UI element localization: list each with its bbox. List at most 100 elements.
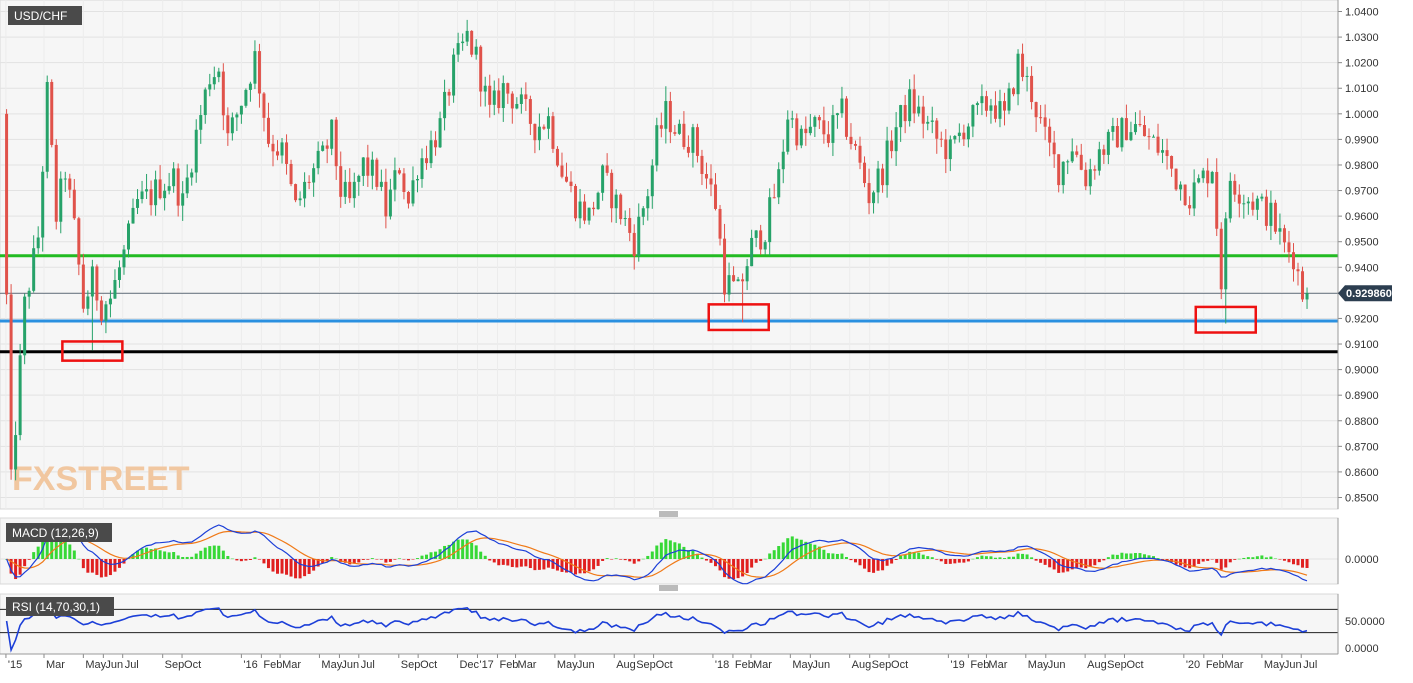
candle[interactable]: [54, 139, 58, 230]
candle[interactable]: [456, 32, 460, 62]
candle[interactable]: [1034, 101, 1038, 133]
candle[interactable]: [163, 183, 167, 211]
candle[interactable]: [510, 91, 514, 124]
candle[interactable]: [379, 169, 383, 192]
candle[interactable]: [863, 156, 867, 188]
candle[interactable]: [59, 171, 63, 234]
candle[interactable]: [777, 162, 781, 205]
candle[interactable]: [406, 191, 410, 209]
candle[interactable]: [1111, 117, 1115, 141]
candle[interactable]: [817, 114, 821, 130]
candle[interactable]: [596, 191, 600, 210]
candle[interactable]: [515, 97, 519, 110]
candle[interactable]: [804, 116, 808, 146]
panel-resize-handle-2[interactable]: [659, 585, 678, 591]
candle[interactable]: [614, 189, 618, 223]
candle[interactable]: [953, 135, 957, 144]
candle[interactable]: [592, 201, 596, 216]
candle[interactable]: [312, 163, 316, 197]
candle[interactable]: [23, 293, 27, 365]
candle[interactable]: [1124, 104, 1128, 141]
candle[interactable]: [637, 203, 641, 262]
candle[interactable]: [50, 79, 54, 148]
candle[interactable]: [393, 157, 397, 202]
candle[interactable]: [1246, 197, 1250, 215]
candle[interactable]: [1070, 138, 1074, 164]
candle[interactable]: [203, 87, 207, 124]
candle[interactable]: [1264, 189, 1268, 231]
candle[interactable]: [835, 112, 839, 129]
candle[interactable]: [248, 81, 252, 102]
candle[interactable]: [388, 178, 392, 220]
candle[interactable]: [1152, 134, 1156, 138]
candle[interactable]: [271, 134, 275, 167]
candle[interactable]: [808, 113, 812, 136]
candle[interactable]: [131, 198, 135, 224]
candle[interactable]: [262, 92, 266, 132]
candle[interactable]: [27, 287, 31, 309]
rsi-panel[interactable]: [0, 593, 1339, 655]
candle[interactable]: [1156, 123, 1160, 156]
candle[interactable]: [551, 111, 555, 153]
candle[interactable]: [646, 188, 650, 221]
candle[interactable]: [1002, 92, 1006, 126]
candle[interactable]: [1052, 130, 1056, 168]
candle[interactable]: [1165, 138, 1169, 170]
candle[interactable]: [528, 95, 532, 136]
candle[interactable]: [1161, 139, 1165, 164]
candle[interactable]: [718, 204, 722, 246]
candle[interactable]: [140, 180, 144, 204]
candle[interactable]: [244, 88, 248, 108]
candle[interactable]: [298, 191, 302, 206]
candle[interactable]: [81, 253, 85, 313]
candle[interactable]: [461, 33, 465, 51]
candle[interactable]: [217, 67, 221, 83]
candle[interactable]: [266, 102, 270, 148]
candle[interactable]: [628, 208, 632, 242]
candle[interactable]: [172, 162, 176, 193]
candle[interactable]: [881, 163, 885, 193]
candle[interactable]: [659, 112, 663, 138]
candle[interactable]: [1228, 172, 1232, 223]
candle[interactable]: [885, 126, 889, 198]
candle[interactable]: [1210, 170, 1214, 184]
candle[interactable]: [980, 84, 984, 116]
candle[interactable]: [1138, 110, 1142, 127]
candle[interactable]: [903, 94, 907, 134]
candle[interactable]: [894, 112, 898, 166]
candle[interactable]: [537, 113, 541, 151]
candle[interactable]: [36, 226, 40, 254]
candle[interactable]: [781, 139, 785, 184]
candle[interactable]: [1206, 158, 1210, 198]
candle[interactable]: [759, 224, 763, 255]
candle[interactable]: [190, 168, 194, 186]
candle[interactable]: [555, 146, 559, 168]
candle[interactable]: [921, 95, 925, 139]
candle[interactable]: [420, 148, 424, 188]
candle[interactable]: [655, 117, 659, 172]
candle[interactable]: [479, 45, 483, 107]
candle[interactable]: [587, 207, 591, 225]
candle[interactable]: [1296, 262, 1300, 286]
candle[interactable]: [560, 152, 564, 179]
candle[interactable]: [280, 137, 284, 164]
candle[interactable]: [623, 210, 627, 226]
candle[interactable]: [723, 223, 727, 303]
candle[interactable]: [1260, 193, 1264, 202]
candle[interactable]: [434, 131, 438, 156]
candle[interactable]: [899, 104, 903, 142]
candle[interactable]: [872, 190, 876, 214]
candle[interactable]: [176, 163, 180, 217]
candle[interactable]: [1097, 141, 1101, 176]
candle[interactable]: [63, 171, 67, 193]
candle[interactable]: [844, 96, 848, 140]
candle[interactable]: [474, 39, 478, 60]
candle[interactable]: [1282, 224, 1286, 253]
candle[interactable]: [483, 76, 487, 107]
candle[interactable]: [145, 173, 149, 199]
candle[interactable]: [14, 421, 18, 481]
candle[interactable]: [325, 139, 329, 164]
candle[interactable]: [840, 86, 844, 118]
candle[interactable]: [768, 188, 772, 256]
candle[interactable]: [126, 220, 130, 258]
